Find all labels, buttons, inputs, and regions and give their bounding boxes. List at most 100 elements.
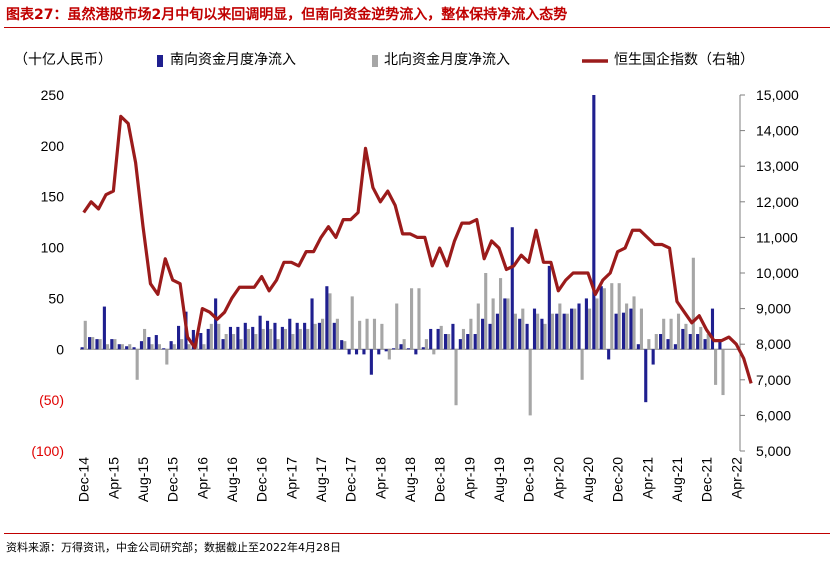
x-tick-label: Dec-16 [254, 457, 270, 502]
x-tick-label: Dec-17 [343, 457, 359, 502]
southbound-bar [236, 326, 240, 350]
northbound-bar [654, 334, 658, 350]
y-tick-label: 150 [41, 189, 65, 205]
y2-tick-label: 12,000 [756, 194, 799, 210]
x-tick-label: Apr-17 [283, 457, 299, 499]
southbound-bar [340, 340, 344, 350]
y2-tick-label: 8,000 [756, 336, 791, 352]
northbound-bar [365, 318, 369, 350]
southbound-bar [696, 334, 700, 350]
x-tick-label: Dec-19 [521, 457, 537, 502]
southbound-bar [199, 333, 203, 350]
x-tick-label: Dec-18 [432, 457, 448, 502]
northbound-bar [105, 344, 110, 350]
legend-label-northbound: 北向资金月度净流入 [384, 52, 510, 68]
southbound-bar [384, 349, 388, 352]
northbound-bar [476, 303, 480, 350]
x-tick-label: Apr-20 [550, 457, 566, 499]
northbound-bar [506, 298, 510, 350]
source-note: 资料来源：万得资讯，中金公司研究部；数据截止至2022年4月28日 [6, 541, 341, 554]
southbound-bar [288, 318, 292, 350]
northbound-bar [143, 328, 147, 350]
northbound-bar [432, 349, 436, 355]
southbound-bar [666, 339, 670, 350]
northbound-bar [484, 273, 488, 350]
southbound-bar [436, 328, 440, 350]
y2-tick-label: 9,000 [756, 301, 791, 317]
northbound-bar [83, 320, 87, 350]
northbound-bar [662, 318, 666, 350]
southbound-bar [466, 334, 470, 350]
northbound-bar [461, 328, 466, 350]
right-axis-ticks: 15,000 14,000 13,000 12,000 11,000 10,000 9,00… [740, 87, 799, 459]
southbound-bar [88, 337, 92, 350]
northbound-bar [135, 349, 139, 380]
southbound-bar [592, 95, 596, 350]
southbound-bar [577, 303, 581, 350]
y-tick-label: 50 [48, 290, 64, 306]
northbound-bar [595, 298, 599, 350]
northbound-bar [180, 339, 184, 350]
northbound-bar [669, 318, 673, 350]
southbound-bar [510, 227, 514, 350]
southbound-bar [110, 339, 114, 350]
northbound-bar [380, 323, 384, 350]
southbound-bar [451, 323, 455, 350]
y2-tick-label: 7,000 [756, 372, 791, 388]
x-tick-label: Dec-21 [699, 457, 715, 502]
source-divider [4, 533, 830, 534]
northbound-bar [372, 318, 377, 350]
northbound-bar [165, 349, 169, 365]
southbound-bar [154, 335, 158, 350]
southbound-bar [673, 344, 677, 350]
x-tick-label: Aug-15 [135, 457, 151, 502]
y-tick-label: 0 [56, 341, 64, 357]
southbound-bar [644, 349, 648, 403]
southbound-bar [525, 323, 529, 350]
x-tick-label: Apr-21 [639, 457, 655, 499]
northbound-bar [202, 344, 206, 350]
northbound-bar [410, 288, 414, 350]
y2-tick-label: 11,000 [756, 229, 798, 245]
y2-tick-label: 13,000 [756, 158, 799, 174]
northbound-bar [306, 328, 310, 350]
northbound-bar [187, 344, 191, 350]
legend: （十亿人民币） 南向资金月度净流入 北向资金月度净流入 恒生国企指数（右轴） [14, 51, 754, 68]
northbound-bar [447, 334, 451, 350]
southbound-bar [354, 349, 359, 355]
southbound-bar [518, 318, 522, 350]
southbound-bar [636, 344, 640, 350]
northbound-bar [120, 344, 124, 350]
northbound-bar [699, 326, 703, 350]
southbound-bar [621, 312, 626, 350]
x-tick-label: Dec-15 [165, 457, 181, 502]
southbound-bar [562, 313, 566, 350]
northbound-bar [558, 303, 562, 350]
southbound-bar [132, 347, 136, 350]
southbound-bar [325, 286, 329, 350]
southbound-bar [280, 326, 284, 350]
northbound-bar [550, 313, 555, 350]
southbound-bar [495, 313, 499, 350]
y-tick-label: (100) [31, 443, 64, 459]
y2-tick-label: 10,000 [756, 265, 799, 281]
southbound-bar [392, 348, 396, 350]
northbound-bar [276, 339, 280, 350]
southbound-bar [177, 325, 181, 350]
southbound-bar [258, 315, 262, 350]
northbound-bar [172, 344, 176, 350]
y2-tick-label: 5,000 [756, 443, 791, 459]
northbound-bar [691, 257, 695, 350]
southbound-bar [703, 339, 707, 350]
x-tick-label: Aug-20 [580, 457, 596, 502]
northbound-bar [617, 283, 621, 350]
southbound-bar [347, 349, 351, 355]
northbound-bar [113, 339, 117, 350]
southbound-bar [555, 313, 559, 350]
southbound-bar [139, 341, 144, 350]
y-axis-unit-label: （十亿人民币） [14, 52, 112, 68]
southbound-bar [273, 322, 277, 350]
northbound-bar [632, 296, 636, 350]
southbound-bar [147, 337, 151, 350]
left-axis-ticks: 250 200 150 100 50 0 (50) (100) [31, 87, 64, 459]
